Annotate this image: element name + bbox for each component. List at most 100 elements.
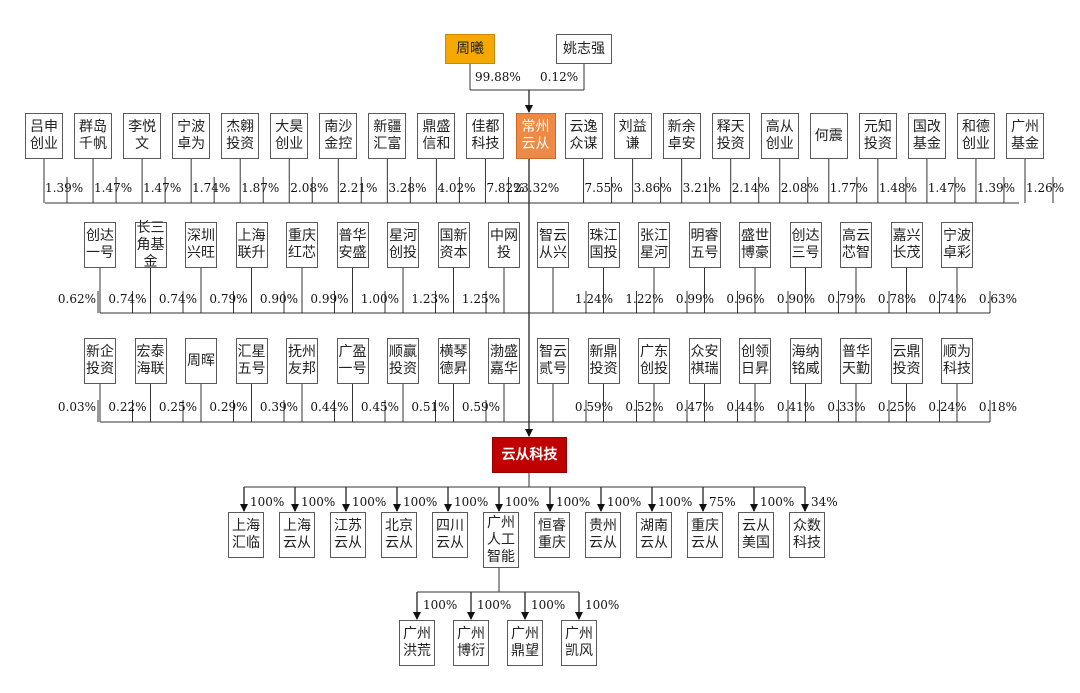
- subsidiary-pct: 100%: [505, 495, 540, 509]
- shareholder-box: 顺为 科技: [941, 338, 973, 384]
- subsidiary-pct: 100%: [531, 598, 566, 612]
- holder-pct: 0.12%: [540, 70, 579, 84]
- shareholder-pct: 0.90%: [259, 292, 298, 306]
- shareholder-pct: 0.99%: [675, 292, 714, 306]
- shareholder-box: 长三 角基 金: [134, 219, 167, 270]
- subsidiary-pct: 100%: [556, 495, 591, 509]
- subsidiary-box: 广州 鼎望: [507, 620, 543, 666]
- shareholder-box: 海纳 铭威: [789, 338, 822, 384]
- subsidiary-box: 湖南 云从: [636, 512, 672, 558]
- shareholder-pct: 1.26%: [1026, 181, 1065, 195]
- shareholder-pct: 0.78%: [877, 292, 916, 306]
- shareholder-box: 明睿 五号: [688, 222, 721, 268]
- subsidiary-pct: 100%: [352, 495, 387, 509]
- shareholder-box: 创达 三号: [789, 222, 822, 268]
- shareholder-box: 广州 基金: [1006, 113, 1044, 159]
- shareholder-box: 佳都 科技: [466, 113, 505, 159]
- shareholder-box: 和德 创业: [956, 113, 995, 159]
- shareholder-pct: 0.96%: [726, 292, 765, 306]
- shareholder-box: 张江 星河: [638, 222, 670, 268]
- shareholder-box: 广东 创投: [638, 338, 670, 384]
- shareholder-pct: 0.74%: [108, 292, 147, 306]
- shareholder-box: 新疆 汇富: [368, 113, 407, 159]
- shareholder-box: 顺赢 投资: [387, 338, 419, 384]
- shareholder-box: 智云 从兴: [537, 222, 569, 268]
- shareholder-pct: 1.48%: [878, 181, 917, 195]
- shareholder-box: 宏泰 海联: [134, 338, 167, 384]
- shareholder-pct: 1.47%: [143, 181, 182, 195]
- shareholder-pct: 0.03%: [57, 400, 96, 414]
- subsidiary-pct: 100%: [760, 495, 795, 509]
- shareholder-pct: 0.51%: [411, 400, 450, 414]
- shareholder-box: 群岛 千帆: [74, 113, 113, 159]
- shareholder-pct: 0.25%: [158, 400, 197, 414]
- shareholder-pct: 1.77%: [829, 181, 868, 195]
- shareholder-pct: 2.14%: [731, 181, 770, 195]
- shareholder-pct: 0.99%: [310, 292, 349, 306]
- shareholder-box: 智云 贰号: [537, 338, 569, 384]
- shareholder-pct: 0.47%: [675, 400, 714, 414]
- shareholder-pct: 0.63%: [978, 292, 1017, 306]
- shareholder-box: 宁波 卓彩: [941, 222, 973, 268]
- subsidiary-box: 广州 博衍: [453, 620, 489, 666]
- shareholder-pct: 0.25%: [877, 400, 916, 414]
- shareholder-pct: 0.29%: [209, 400, 248, 414]
- subsidiary-pct: 100%: [607, 495, 642, 509]
- holder-box: 周曦: [445, 34, 495, 64]
- shareholder-pct: 0.41%: [776, 400, 815, 414]
- shareholder-pct: 1.74%: [192, 181, 231, 195]
- shareholder-pct: 7.55%: [584, 181, 623, 195]
- shareholder-pct: 2.08%: [780, 181, 819, 195]
- shareholder-pct: 2.21%: [339, 181, 378, 195]
- shareholder-pct: 0.52%: [625, 400, 664, 414]
- shareholder-pct: 23.32%: [513, 181, 560, 195]
- shareholder-pct: 0.33%: [827, 400, 866, 414]
- shareholder-box: 广盈 一号: [336, 338, 369, 384]
- shareholder-pct: 0.24%: [928, 400, 967, 414]
- shareholder-pct: 0.22%: [108, 400, 147, 414]
- subsidiary-pct: 100%: [301, 495, 336, 509]
- shareholder-pct: 0.90%: [776, 292, 815, 306]
- shareholder-pct: 0.39%: [259, 400, 298, 414]
- shareholder-pct: 0.18%: [978, 400, 1017, 414]
- shareholder-pct: 1.22%: [625, 292, 664, 306]
- shareholder-box: 国改 基金: [907, 113, 946, 159]
- subsidiary-box: 上海 云从: [279, 512, 315, 558]
- subsidiary-box: 四川 云从: [432, 512, 468, 558]
- shareholder-box: 中网 投: [488, 222, 520, 268]
- subsidiary-pct: 100%: [477, 598, 512, 612]
- shareholder-box: 创领 日昇: [739, 338, 771, 384]
- shareholder-pct: 3.21%: [682, 181, 721, 195]
- company-box: 云从科技: [492, 437, 567, 473]
- shareholder-box: 杰翱 投资: [221, 113, 260, 159]
- shareholder-pct: 0.74%: [928, 292, 967, 306]
- shareholder-pct: 1.39%: [976, 181, 1016, 195]
- shareholder-pct: 1.39%: [45, 181, 84, 195]
- shareholder-box: 众安 祺瑞: [688, 338, 721, 384]
- shareholder-box: 南沙 金控: [319, 113, 358, 159]
- shareholder-pct: 3.86%: [633, 181, 672, 195]
- subsidiary-box: 上海 汇临: [228, 512, 264, 558]
- shareholder-box: 汇星 五号: [235, 338, 268, 384]
- center-entity-box: 常州 云从: [515, 113, 556, 159]
- subsidiary-box: 广州 凯风: [561, 620, 597, 666]
- shareholder-pct: 2.08%: [290, 181, 329, 195]
- holder-box: 姚志强: [556, 34, 612, 64]
- holder-pct: 99.88%: [475, 70, 521, 84]
- shareholder-box: 抚州 友邦: [286, 338, 318, 384]
- shareholder-pct: 0.79%: [827, 292, 866, 306]
- subsidiary-box: 众数 科技: [789, 512, 825, 558]
- shareholder-pct: 0.45%: [360, 400, 399, 414]
- subsidiary-pct: 100%: [658, 495, 693, 509]
- shareholder-box: 盛世 博豪: [739, 222, 771, 268]
- subsidiary-box: 贵州 云从: [585, 512, 621, 558]
- shareholder-box: 重庆 红芯: [286, 222, 318, 268]
- shareholder-box: 宁波 卓为: [172, 113, 211, 159]
- subsidiary-pct: 100%: [250, 495, 285, 509]
- shareholder-pct: 0.74%: [158, 292, 197, 306]
- shareholder-pct: 1.24%: [574, 292, 613, 306]
- shareholder-pct: 1.00%: [360, 292, 399, 306]
- shareholder-pct: 0.59%: [574, 400, 613, 414]
